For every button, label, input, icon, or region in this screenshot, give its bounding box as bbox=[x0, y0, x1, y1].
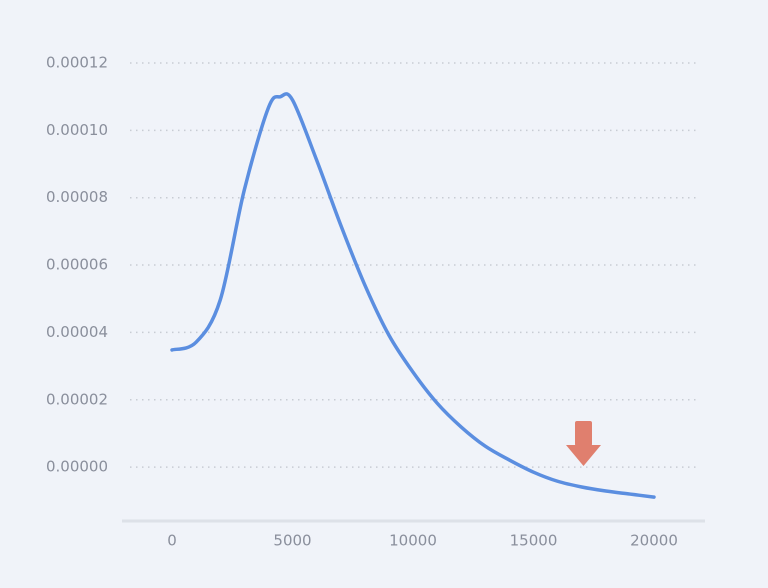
annotation-arrow bbox=[566, 421, 601, 466]
y-tick-label: 0.00010 bbox=[46, 121, 108, 139]
y-tick-label: 0.00004 bbox=[46, 323, 108, 341]
x-tick-label: 20000 bbox=[630, 532, 678, 550]
x-tick-label: 10000 bbox=[389, 532, 437, 550]
x-tick-label: 0 bbox=[167, 532, 177, 550]
y-tick-label: 0.00012 bbox=[46, 54, 108, 72]
y-tick-label: 0.00006 bbox=[46, 256, 108, 274]
y-tick-label: 0.00000 bbox=[46, 458, 108, 476]
y-tick-label: 0.00008 bbox=[46, 188, 108, 206]
y-tick-label: 0.00002 bbox=[46, 390, 108, 408]
x-tick-label: 15000 bbox=[510, 532, 558, 550]
line bbox=[170, 92, 656, 499]
x-tick-label: 5000 bbox=[273, 532, 311, 550]
